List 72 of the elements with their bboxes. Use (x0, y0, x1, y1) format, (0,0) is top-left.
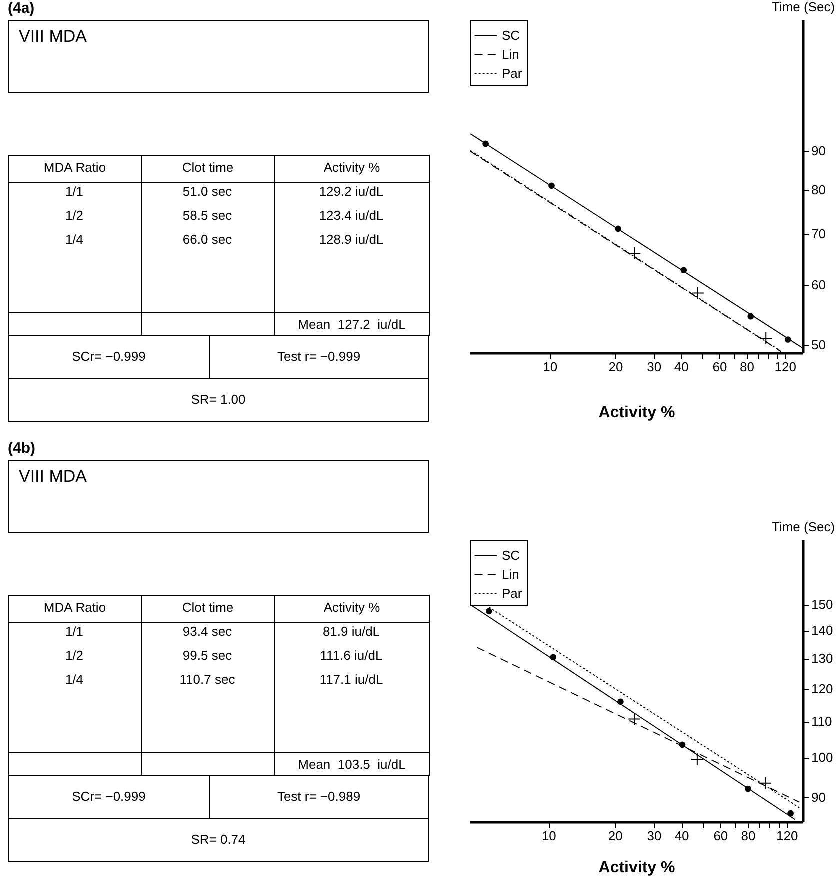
text: Mean 103.5 iu/dL (297, 757, 407, 772)
text: 66.0 sec (182, 232, 234, 247)
text: 123.4 iu/dL (318, 208, 385, 223)
y-tick-label: 70 (812, 226, 826, 242)
text: MDA Ratio (42, 600, 108, 615)
y-tick-label: 130 (812, 651, 834, 666)
y-tick-label: 120 (812, 681, 834, 696)
y-tick-label: 80 (812, 182, 826, 198)
x-axis-title: Activity % (598, 860, 676, 876)
x-tick-label: 40 (674, 360, 689, 374)
text: Activity % (322, 600, 382, 615)
y-tick-label: 90 (812, 144, 826, 159)
x-tick-label: 80 (740, 360, 754, 374)
x-tick-label: 80 (741, 828, 756, 844)
legend-label: Lin (502, 47, 520, 62)
text: Activity % (322, 160, 382, 175)
text: 110.7 sec (178, 672, 236, 687)
x-axis-title: Activity % (598, 404, 676, 422)
y-tick-label: 140 (812, 623, 834, 638)
y-tick-label: 50 (812, 337, 826, 352)
y-tick-label: 100 (812, 750, 834, 766)
x-tick-label: 60 (712, 360, 728, 374)
text: SR= 1.00 (190, 392, 247, 407)
x-tick-label: 40 (674, 828, 690, 844)
x-tick-label: 30 (647, 360, 662, 374)
text: 51.0 sec (182, 184, 234, 199)
text: Test r= −0.989 (276, 789, 362, 804)
text: Test r= −0.999 (276, 349, 362, 364)
text: (4b) (8, 440, 36, 457)
text: 1/2 (64, 208, 85, 223)
y-tick-label: 60 (812, 277, 826, 292)
x-tick-label: 120 (774, 360, 796, 374)
text: 117.1 iu/dL (318, 672, 384, 687)
legend-label: SC (502, 28, 520, 43)
y-tick-label: 150 (812, 597, 834, 612)
y-axis-title: Time (Sec) (772, 0, 836, 14)
legend-label: Lin (502, 567, 520, 582)
x-tick-label: 60 (714, 828, 728, 844)
legend-label: Par (502, 586, 523, 601)
text: SCr= −0.999 (71, 349, 147, 364)
text: 1/1 (64, 184, 85, 199)
text: Mean 127.2 iu/dL (297, 317, 407, 332)
text: MDA Ratio (42, 160, 108, 175)
x-tick-label: 120 (776, 828, 798, 844)
legend-label: Par (502, 66, 523, 81)
text: Clot time (181, 160, 235, 175)
legend-label: SC (502, 548, 520, 563)
x-tick-label: 10 (543, 360, 558, 374)
x-tick-label: 20 (608, 828, 623, 844)
text: 93.4 sec (182, 624, 234, 639)
y-axis-title: Time (Sec) (772, 520, 836, 534)
text: 129.2 iu/dL (318, 184, 385, 199)
y-tick-label: 110 (812, 714, 832, 730)
text: 1/4 (64, 672, 85, 687)
text: 1/2 (64, 648, 85, 663)
text: 1/1 (64, 624, 85, 639)
text: 128.9 iu/dL (318, 232, 385, 247)
x-tick-label: 10 (542, 828, 556, 844)
text: 58.5 sec (182, 208, 234, 223)
text: 81.9 iu/dL (322, 624, 382, 639)
text: 111.6 iu/dL (319, 648, 384, 663)
text: VIII MDA (19, 27, 88, 47)
text: SCr= −0.999 (71, 789, 147, 804)
text: SR= 0.74 (190, 832, 247, 847)
y-tick-label: 90 (812, 790, 826, 805)
x-tick-label: 20 (608, 360, 624, 374)
text: 99.5 sec (182, 648, 234, 663)
text: VIII MDA (19, 467, 88, 487)
x-tick-label: 30 (647, 828, 662, 844)
text: 1/4 (64, 232, 85, 247)
text: (4a) (8, 0, 35, 17)
text: Clot time (181, 600, 235, 615)
